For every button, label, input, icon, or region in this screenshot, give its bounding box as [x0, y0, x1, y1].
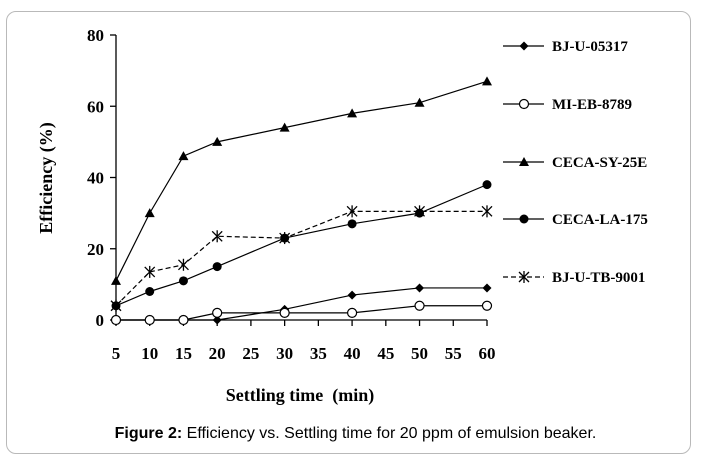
x-tick-label: 10 [141, 344, 158, 363]
y-tick-label: 80 [87, 26, 104, 45]
data-point-filled-circle [145, 287, 155, 296]
series-layer [110, 76, 493, 326]
data-point-open-circle [212, 307, 223, 318]
data-point-diamond [519, 41, 529, 51]
data-point-star [481, 205, 493, 218]
data-point-star [518, 271, 530, 283]
data-point-star [279, 232, 291, 245]
data-point-diamond [347, 290, 357, 300]
series-line [116, 305, 487, 321]
data-point-filled-circle [482, 180, 492, 190]
data-point-triangle [144, 208, 155, 218]
data-point-open-circle [481, 300, 493, 311]
data-point-star [414, 205, 426, 218]
data-point-triangle [279, 122, 290, 132]
y-axis-label: Efficiency (%) [36, 122, 57, 233]
data-point-diamond [212, 315, 222, 325]
x-tick-label: 20 [209, 344, 226, 363]
x-tick-label: 55 [445, 344, 462, 363]
data-point-open-circle [279, 307, 290, 318]
data-point-triangle [347, 108, 358, 118]
legend-entry: CECA-LA-175 [503, 212, 648, 228]
series-line [115, 210, 487, 307]
legend-entry: BJ-U-TB-9001 [503, 270, 645, 286]
data-point-diamond [415, 283, 425, 293]
data-point-star [110, 299, 122, 312]
data-point-open-circle [518, 98, 530, 110]
x-axis-label: Settling time (min) [226, 385, 374, 406]
y-tick-label: 20 [87, 240, 104, 259]
x-tick-label: 35 [310, 344, 327, 363]
data-point-filled-circle [178, 276, 188, 286]
series-line [116, 287, 487, 321]
series-ceca-sy-25e [111, 76, 492, 285]
series-bj-u-tb-9001 [110, 205, 493, 312]
series-mi-eb-8789 [110, 300, 493, 326]
figure-caption: Figure 2: Efficiency vs. Settling time f… [0, 425, 711, 443]
series-line [115, 184, 488, 307]
series-ceca-la-175 [111, 180, 492, 311]
data-point-star [177, 258, 189, 271]
legend-label: BJ-U-05317 [552, 39, 628, 55]
x-tick-label: 25 [242, 344, 259, 363]
legend-label: MI-EB-8789 [552, 97, 632, 113]
data-point-open-circle [414, 300, 425, 311]
data-point-triangle [212, 136, 223, 146]
y-tick-label: 60 [87, 97, 104, 116]
x-tick-label: 30 [276, 344, 293, 363]
data-point-star [144, 265, 156, 278]
legend-entry: CECA-SY-25E [503, 155, 647, 171]
caption-label: Figure 2: [114, 425, 183, 442]
legend-label: CECA-LA-175 [552, 212, 648, 228]
legend-entry: MI-EB-8789 [503, 97, 632, 113]
data-point-filled-circle [347, 219, 357, 229]
x-tick-label: 15 [175, 344, 192, 363]
data-point-filled-circle [212, 262, 222, 272]
data-point-open-circle [178, 314, 189, 326]
data-point-diamond [482, 283, 492, 293]
legend-entry: BJ-U-05317 [503, 39, 628, 55]
y-tick-label: 0 [96, 311, 105, 330]
x-tick-label: 40 [344, 344, 361, 363]
caption-text: Efficiency vs. Settling time for 20 ppm … [186, 425, 597, 442]
data-point-filled-circle [519, 214, 529, 224]
data-point-triangle [519, 157, 529, 166]
legend-label: BJ-U-TB-9001 [552, 270, 645, 286]
x-tick-label: 60 [479, 344, 496, 363]
data-point-open-circle [346, 307, 358, 318]
data-point-triangle [414, 97, 425, 107]
legend: BJ-U-05317 MI-EB-8789 CECA-SY-25E CECA-LA-1… [503, 39, 648, 286]
data-point-triangle [111, 275, 121, 285]
x-tick-label: 5 [112, 344, 121, 363]
figure-frame [6, 11, 691, 454]
y-tick-label: 40 [87, 169, 104, 188]
data-point-open-circle [110, 314, 122, 326]
series-bj-u-05317 [111, 283, 492, 325]
data-point-star [211, 230, 223, 243]
data-point-triangle [482, 76, 492, 86]
data-point-star [346, 205, 358, 218]
data-point-triangle [178, 151, 189, 161]
series-line [115, 80, 488, 282]
x-tick-label: 45 [377, 344, 394, 363]
legend-label: CECA-SY-25E [552, 155, 647, 171]
data-point-open-circle [144, 314, 155, 326]
x-tick-label: 50 [411, 344, 428, 363]
